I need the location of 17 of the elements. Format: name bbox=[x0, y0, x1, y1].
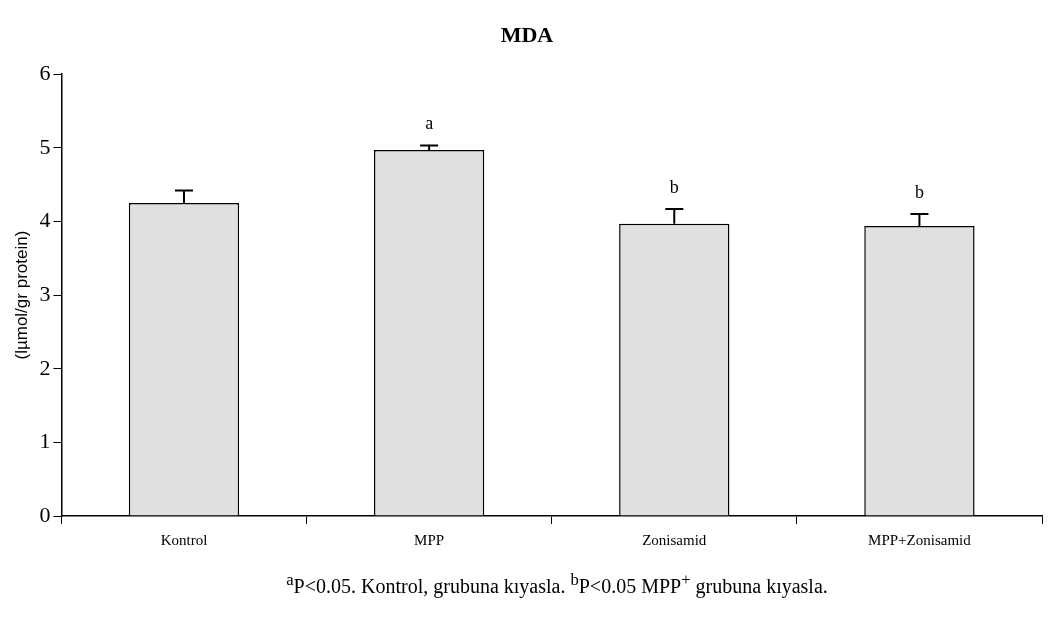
annotation: b bbox=[669, 176, 679, 197]
x-tick-label: Kontrol bbox=[160, 531, 208, 548]
y-tick-label: 1 bbox=[39, 428, 51, 454]
x-tick-label: MPP+Zonisamid bbox=[868, 531, 972, 548]
y-tick-label: 6 bbox=[39, 59, 51, 85]
y-axis-title: (lµmol/gr protein) bbox=[11, 230, 31, 360]
y-tick-label: 2 bbox=[39, 354, 51, 380]
x-tick-label: Zonisamid bbox=[642, 531, 707, 548]
y-tick-label: 3 bbox=[39, 280, 51, 306]
y-tick-label: 0 bbox=[39, 501, 51, 527]
annotation: a bbox=[425, 113, 434, 134]
text: $^{a}$P<0.05. Kontrol, grubuna kıyasla. $^{b}$P<0.05 MPP$^{+}$ grubuna kıyasla. bbox=[285, 570, 829, 598]
y-tick-label: 5 bbox=[39, 133, 51, 159]
x-tick-label: MPP bbox=[414, 531, 445, 548]
annotation: b bbox=[914, 181, 924, 202]
chart-title: MDA bbox=[499, 22, 555, 49]
y-tick-label: 4 bbox=[39, 207, 51, 233]
